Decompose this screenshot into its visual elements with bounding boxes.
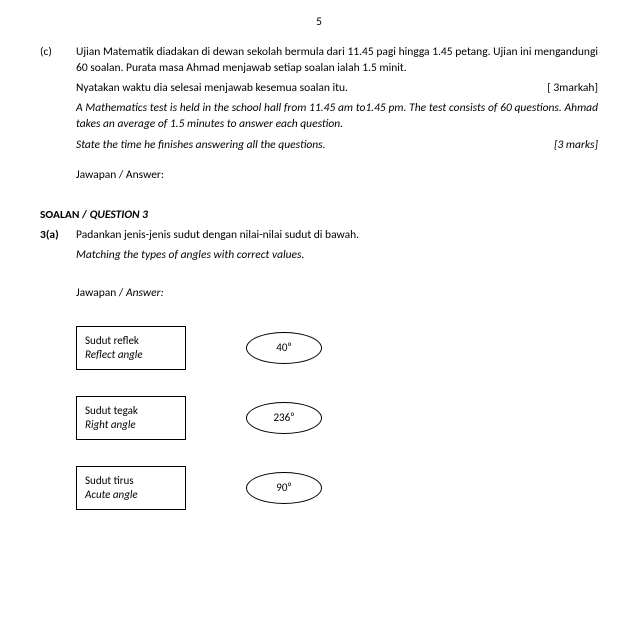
- qc-para1: Ujian Matematik diadakan di dewan sekola…: [76, 44, 598, 76]
- angle-value-oval[interactable]: 40⁰: [246, 332, 322, 364]
- question-c: (c) Ujian Matematik diadakan di dewan se…: [40, 44, 598, 183]
- qc-marks-en: [3 marks]: [542, 137, 598, 153]
- angle-type-box[interactable]: Sudut tirus Acute angle: [76, 466, 186, 510]
- matching-area: Sudut reflek Reflect angle 40⁰ Sudut teg…: [76, 317, 598, 519]
- question-c-label: (c): [40, 44, 76, 183]
- angle-value-oval[interactable]: 90⁰: [246, 472, 322, 504]
- question-3a: 3(a) Padankan jenis-jenis sudut dengan n…: [40, 227, 598, 301]
- q3a-answer-label: Jawapan / Answer:: [76, 285, 598, 301]
- q3a-ans-ms: Jawapan /: [76, 286, 126, 300]
- angle-ms: Sudut reflek: [85, 334, 185, 348]
- angle-type-box[interactable]: Sudut reflek Reflect angle: [76, 326, 186, 370]
- angle-en: Acute angle: [85, 488, 185, 502]
- page: 5 (c) Ujian Matematik diadakan di dewan …: [0, 0, 638, 519]
- q3-header-ms: SOALAN /: [40, 208, 90, 222]
- q3a-para2-en: Matching the types of angles with correc…: [76, 247, 598, 263]
- question-c-body: Ujian Matematik diadakan di dewan sekola…: [76, 44, 598, 183]
- angle-ms: Sudut tegak: [85, 404, 185, 418]
- match-row[interactable]: Sudut tirus Acute angle 90⁰: [76, 457, 598, 519]
- qc-para4-en: State the time he finishes answering all…: [76, 137, 542, 153]
- question-3-header: SOALAN / QUESTION 3: [40, 207, 598, 223]
- qc-marks-ms: [ 3markah]: [535, 80, 598, 96]
- qc-para2: Nyatakan waktu dia selesai menjawab kese…: [76, 80, 535, 96]
- angle-value-oval[interactable]: 236⁰: [246, 402, 322, 434]
- angle-ms: Sudut tirus: [85, 474, 185, 488]
- question-3a-label: 3(a): [40, 227, 76, 301]
- q3a-ans-en: Answer:: [126, 286, 164, 300]
- qc-para3-en: A Mathematics test is held in the school…: [76, 100, 598, 132]
- question-3a-body: Padankan jenis-jenis sudut dengan nilai-…: [76, 227, 598, 301]
- q3a-para1: Padankan jenis-jenis sudut dengan nilai-…: [76, 227, 598, 243]
- qc-answer-label: Jawapan / Answer:: [76, 167, 598, 183]
- angle-en: Reflect angle: [85, 348, 185, 362]
- match-row[interactable]: Sudut tegak Right angle 236⁰: [76, 387, 598, 449]
- match-row[interactable]: Sudut reflek Reflect angle 40⁰: [76, 317, 598, 379]
- page-number: 5: [40, 14, 598, 30]
- q3-header-en: QUESTION 3: [90, 208, 148, 222]
- angle-type-box[interactable]: Sudut tegak Right angle: [76, 396, 186, 440]
- angle-en: Right angle: [85, 418, 185, 432]
